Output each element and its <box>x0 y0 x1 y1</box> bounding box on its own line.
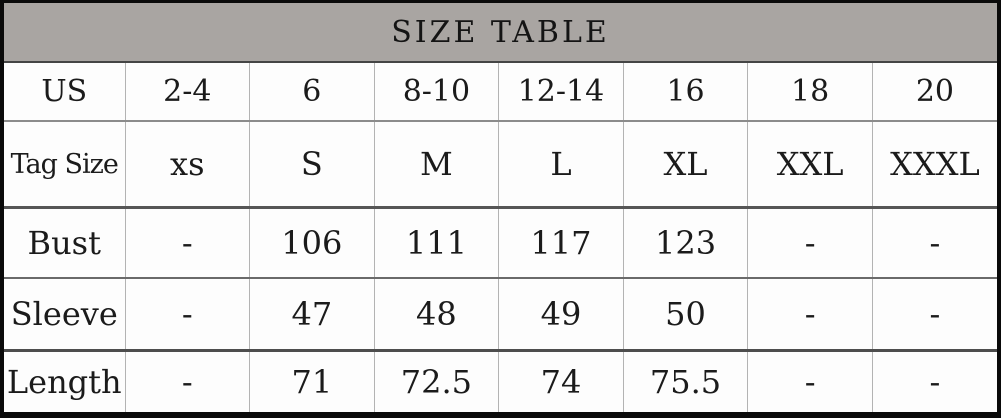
size-cell: - <box>871 276 997 351</box>
size-cell: 75.5 <box>622 349 748 412</box>
size-cell: 12-14 <box>498 63 624 122</box>
size-cell: - <box>124 276 250 351</box>
size-cell: XXXL <box>871 120 997 208</box>
size-cell: - <box>124 349 250 412</box>
size-cell: 8-10 <box>373 63 499 122</box>
size-cell: - <box>124 205 250 278</box>
size-cell: 74 <box>498 349 624 412</box>
size-cell: 72.5 <box>373 349 499 412</box>
size-cell: L <box>498 120 624 208</box>
size-cell: - <box>747 276 873 351</box>
table-title: SIZE TABLE <box>391 14 610 50</box>
size-cell: 123 <box>622 205 748 278</box>
size-cell: 117 <box>498 205 624 278</box>
size-cell: 50 <box>622 276 748 351</box>
table-row-sleeve: Sleeve - 47 48 49 50 - - <box>4 276 997 351</box>
size-table: US 2-4 6 8-10 12-14 16 18 20 Tag Size xs… <box>4 63 997 412</box>
table-title-bar: SIZE TABLE <box>4 3 997 63</box>
size-cell: 111 <box>373 205 499 278</box>
size-cell: 106 <box>249 205 375 278</box>
size-cell: - <box>747 349 873 412</box>
size-cell: - <box>871 205 997 278</box>
size-cell: 49 <box>498 276 624 351</box>
table-row-bust: Bust - 106 111 117 123 - - <box>4 205 997 278</box>
size-cell: 48 <box>373 276 499 351</box>
row-label-length: Length <box>4 349 125 412</box>
size-cell: - <box>747 205 873 278</box>
size-cell: 18 <box>747 63 873 122</box>
size-cell: 16 <box>622 63 748 122</box>
size-cell: - <box>871 349 997 412</box>
size-cell: 47 <box>249 276 375 351</box>
row-label-sleeve: Sleeve <box>4 276 125 351</box>
table-row-us: US 2-4 6 8-10 12-14 16 18 20 <box>4 63 997 122</box>
size-cell: XXL <box>747 120 873 208</box>
row-label-us: US <box>41 74 88 110</box>
size-cell: xs <box>124 120 250 208</box>
size-cell: M <box>373 120 499 208</box>
size-cell: S <box>249 120 375 208</box>
size-cell: 2-4 <box>124 63 250 122</box>
size-cell: 71 <box>249 349 375 412</box>
size-cell: 20 <box>871 63 997 122</box>
size-cell: XL <box>622 120 748 208</box>
table-row-tag-size: Tag Size xs S M L XL XXL XXXL <box>4 120 997 208</box>
size-cell: 6 <box>249 63 375 122</box>
table-row-length: Length - 71 72.5 74 75.5 - - <box>4 349 997 412</box>
row-label-tag-size: Tag Size <box>4 120 125 208</box>
row-label-bust: Bust <box>4 205 125 278</box>
